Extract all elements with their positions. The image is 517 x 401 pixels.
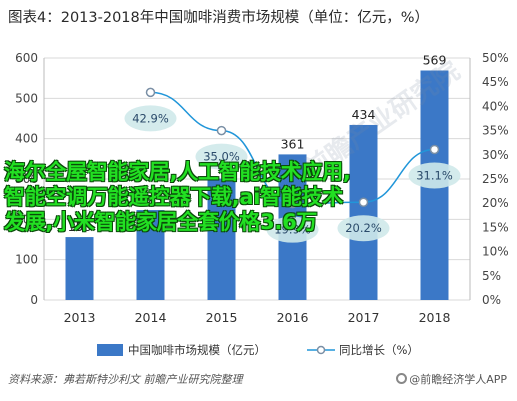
y-tick-label-right: 40%: [482, 99, 509, 113]
growth-value-label: 20.2%: [345, 221, 382, 235]
growth-point: [429, 144, 440, 155]
x-tick-label: 2013: [64, 310, 96, 325]
legend-line-marker: [316, 345, 326, 355]
y-tick-label-left: 600: [15, 51, 38, 65]
y-tick-label-right: 45%: [482, 75, 509, 89]
growth-value-label: 42.9%: [132, 111, 169, 125]
y-tick-label-left: 200: [15, 212, 38, 226]
x-tick-label: 2014: [135, 310, 167, 325]
y-tick-label-right: 10%: [482, 245, 509, 259]
bar-value-label: 361: [281, 136, 305, 151]
growth-label-bubble: [408, 162, 461, 189]
overlay-line-2: 智能空调万能遥控器下载,ai智能技术: [4, 185, 343, 209]
brand-credit: @前瞻经济学人APP: [396, 371, 507, 387]
growth-value-label: 35.0%: [203, 150, 240, 164]
y-tick-label-left: 500: [15, 91, 38, 105]
y-tick-label-left: 0: [30, 293, 38, 307]
y-tick-label-left: 400: [15, 132, 38, 146]
growth-point: [216, 125, 227, 136]
overlay-line-3: 发展,小米智能家居全套价格3.6万: [4, 210, 318, 234]
brand-logo-icon: [396, 373, 408, 384]
growth-point: [358, 197, 369, 207]
x-tick-label: 2017: [348, 310, 380, 325]
growth-label-bubble: [337, 215, 390, 242]
y-tick-label-right: 15%: [482, 220, 509, 234]
growth-label-bubble: [124, 105, 177, 132]
chart-title: 图表4：2013-2018年中国咖啡消费市场规模（单位：亿元，%）: [8, 10, 430, 26]
y-tick-label-right: 20%: [482, 196, 509, 210]
growth-label-bubble: [266, 216, 319, 243]
y-tick-label-right: 0%: [482, 293, 501, 307]
legend-bar-swatch: [97, 344, 123, 356]
bar: [349, 124, 378, 300]
x-tick-label: 2018: [419, 310, 451, 325]
y-tick-label-left: 100: [15, 253, 38, 267]
x-tick-label: 2016: [277, 310, 309, 325]
source-note: 资料来源：弗若斯特沙利文 前瞻产业研究院整理: [8, 373, 243, 386]
y-tick-label-right: 5%: [482, 269, 501, 283]
growth-value-label: 19.9%: [274, 223, 311, 237]
y-tick-label-right: 30%: [482, 148, 509, 162]
overlay-text: 海尔全屋智能家居,人工智能技术应用, 智能空调万能遥控器下载,ai智能技术 发展…: [4, 160, 514, 235]
bar-value-label: 156: [68, 219, 92, 234]
growth-point: [145, 87, 156, 98]
legend-line-label: 同比增长（%）: [339, 343, 419, 357]
brand-label: @前瞻经济学人APP: [409, 373, 507, 386]
x-tick-label: 2015: [206, 310, 238, 325]
legend-bar-label: 中国咖啡市场规模（亿元）: [128, 343, 266, 357]
growth-value-label: 31.1%: [416, 168, 453, 182]
y-tick-label-left: 300: [15, 172, 38, 186]
bar-value-label: 434: [352, 107, 376, 122]
y-tick-label-right: 35%: [482, 124, 509, 138]
growth-point: [287, 198, 298, 209]
y-tick-label-right: 50%: [482, 51, 509, 65]
bar-value-label: 569: [423, 53, 447, 68]
overlay-line-1: 海尔全屋智能家居,人工智能技术应用,: [4, 160, 351, 184]
y-tick-label-right: 25%: [482, 172, 509, 186]
bar-value-label: 223: [139, 192, 163, 207]
bar: [136, 210, 165, 300]
growth-label-bubble: [195, 143, 248, 170]
bar: [65, 237, 94, 300]
bar: [207, 178, 236, 300]
